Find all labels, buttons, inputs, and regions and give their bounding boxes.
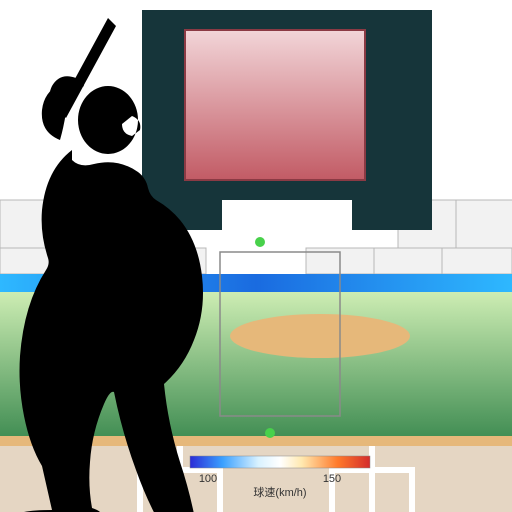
pitch-marker <box>255 237 265 247</box>
scoreboard-panel <box>185 30 365 180</box>
stand-box <box>374 248 444 274</box>
legend-tick: 100 <box>199 473 217 485</box>
stand-box <box>456 200 512 250</box>
pitchers-mound <box>230 314 410 358</box>
pitch-diagram: 100 150 球速(km/h) <box>0 0 512 512</box>
stand-box <box>442 248 512 274</box>
velocity-legend-bar <box>190 456 370 468</box>
pitch-marker <box>265 428 275 438</box>
legend-tick: 150 <box>323 473 341 485</box>
scoreboard-notch <box>352 200 432 230</box>
legend-label: 球速(km/h) <box>253 485 306 499</box>
